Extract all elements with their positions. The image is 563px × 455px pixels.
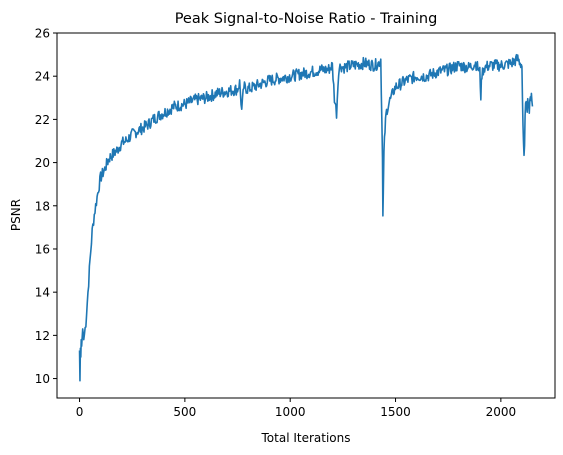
y-axis: 10 12 14 16 18 20 22 24 26 [35, 27, 57, 386]
y-tick-label: 14 [35, 286, 50, 300]
chart-title: Peak Signal-to-Noise Ratio - Training [175, 11, 438, 27]
x-tick-label: 2000 [486, 405, 517, 419]
y-tick-label: 22 [35, 113, 50, 127]
x-tick-label: 1500 [380, 405, 411, 419]
y-tick-label: 26 [35, 27, 50, 41]
y-tick-label: 16 [35, 242, 50, 256]
series-line-0 [78, 53, 534, 382]
y-tick-label: 18 [35, 199, 50, 213]
x-axis-title: Total Iterations [261, 431, 351, 445]
axes-frame [56, 32, 556, 399]
x-tick-label: 500 [173, 405, 196, 419]
y-tick-label: 24 [35, 70, 50, 84]
y-tick-label: 10 [35, 372, 50, 386]
plot-area [78, 53, 534, 382]
x-tick-label: 1000 [275, 405, 306, 419]
y-axis-title: PSNR [9, 199, 23, 231]
x-axis: 0 500 1000 1500 2000 [76, 398, 516, 419]
x-tick-label: 0 [76, 405, 84, 419]
y-tick-label: 20 [35, 156, 50, 170]
y-tick-label: 12 [35, 329, 50, 343]
